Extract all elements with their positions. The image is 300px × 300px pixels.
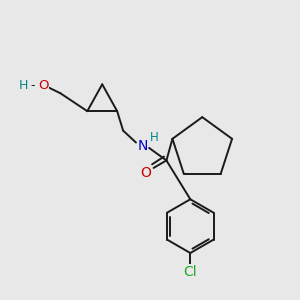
- Text: Cl: Cl: [184, 265, 197, 278]
- Text: -: -: [31, 79, 35, 92]
- Text: H: H: [149, 131, 158, 144]
- Text: H: H: [18, 79, 28, 92]
- Text: N: N: [137, 139, 148, 152]
- Text: O: O: [141, 166, 152, 180]
- Text: O: O: [38, 79, 49, 92]
